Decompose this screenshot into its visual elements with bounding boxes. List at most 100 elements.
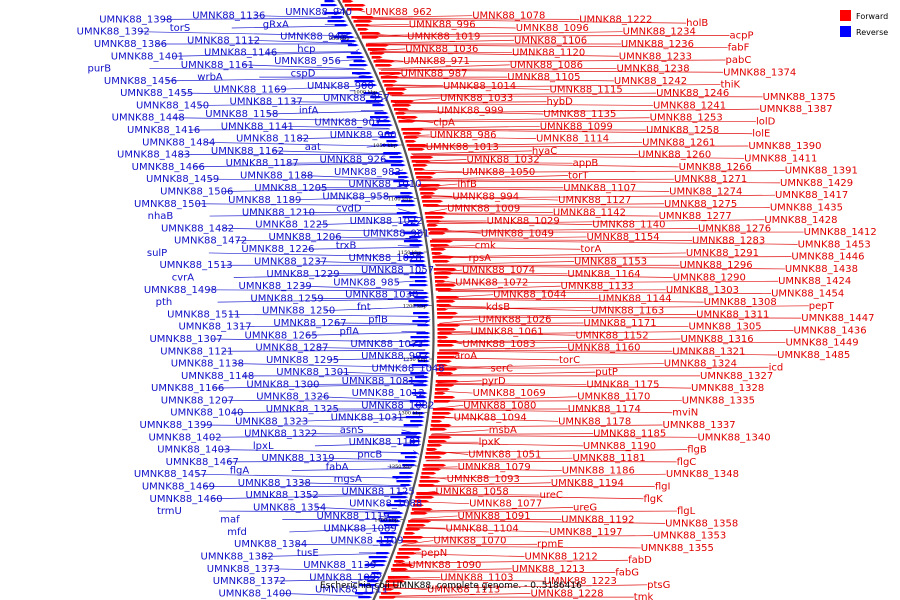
connector-line bbox=[356, 48, 360, 52]
connector-line bbox=[355, 18, 580, 20]
reverse-feature bbox=[350, 52, 363, 55]
gene-label: fnt bbox=[357, 302, 371, 313]
gene-label: UMNK88_1501 bbox=[134, 199, 207, 210]
reverse-feature bbox=[376, 120, 392, 123]
reverse-feature bbox=[368, 556, 389, 559]
gene-label: UMNK88_1239 bbox=[239, 281, 312, 292]
connector-line bbox=[231, 25, 346, 29]
forward-feature bbox=[396, 116, 418, 119]
gene-label: UMNK88_1083 bbox=[462, 339, 535, 350]
gene-label: UMNK88_1260 bbox=[638, 150, 711, 161]
tick-label: 1000 kbp bbox=[353, 90, 377, 96]
gene-label: UMNK88_1391 bbox=[785, 166, 858, 177]
reverse-feature bbox=[409, 236, 423, 239]
gene-label: thiK bbox=[720, 80, 740, 91]
connector-line bbox=[381, 69, 724, 73]
connector-line bbox=[335, 322, 426, 325]
gene-label: pabC bbox=[726, 55, 752, 66]
forward-feature bbox=[387, 576, 411, 579]
connector-line bbox=[432, 424, 663, 428]
connector-line bbox=[403, 540, 434, 545]
gene-label: pflB bbox=[368, 314, 388, 325]
reverse-feature bbox=[384, 132, 396, 135]
forward-feature bbox=[428, 436, 452, 439]
reverse-feature bbox=[414, 280, 428, 283]
reverse-feature bbox=[419, 352, 431, 355]
forward-feature bbox=[384, 84, 396, 87]
legend-reverse-label: Reverse bbox=[856, 28, 888, 37]
gene-label: UMNK88_1079 bbox=[458, 462, 531, 473]
gene-label: UMNK88_956 bbox=[274, 56, 341, 67]
connector-line bbox=[161, 18, 342, 20]
forward-feature bbox=[435, 288, 453, 291]
connector-line bbox=[435, 400, 682, 402]
gene-label: UMNK88_1197 bbox=[549, 527, 622, 538]
connector-line bbox=[421, 269, 424, 273]
connector-line bbox=[222, 349, 426, 352]
gene-label: UMNK88_1456 bbox=[104, 76, 177, 87]
gene-label: UMNK88_1436 bbox=[793, 325, 866, 336]
connector-line bbox=[357, 18, 687, 24]
forward-feature bbox=[398, 120, 416, 123]
gene-label: UMNK88_1411 bbox=[744, 153, 817, 164]
connector-line bbox=[432, 239, 693, 241]
gene-label: UMNK88_1181 bbox=[572, 453, 645, 464]
reverse-feature bbox=[405, 436, 422, 439]
connector-line bbox=[433, 252, 686, 258]
reverse-feature bbox=[399, 184, 412, 187]
forward-feature bbox=[425, 452, 447, 455]
connector-line bbox=[173, 117, 386, 122]
reverse-feature bbox=[416, 332, 431, 335]
gene-label: UMNK88_1175 bbox=[586, 379, 659, 390]
reverse-feature bbox=[417, 360, 430, 363]
connector-line bbox=[392, 568, 512, 572]
gene-label: putP bbox=[595, 367, 618, 378]
gene-label: UMNK88_1030 bbox=[345, 290, 418, 301]
gene-label: UMNK88_1328 bbox=[691, 383, 764, 394]
gene-label: UMNK88_1290 bbox=[673, 273, 746, 284]
gene-label: UMNK88_1276 bbox=[698, 223, 771, 234]
connector-line bbox=[439, 338, 681, 343]
connector-line bbox=[439, 347, 568, 350]
forward-feature bbox=[382, 80, 398, 83]
connector-line bbox=[197, 103, 381, 106]
gene-label: UMNK88_1428 bbox=[764, 215, 837, 226]
connector-line bbox=[438, 357, 559, 361]
connector-line bbox=[195, 473, 409, 479]
forward-feature bbox=[369, 52, 385, 55]
gene-label: purB bbox=[87, 64, 111, 75]
reverse-feature bbox=[413, 356, 431, 359]
connector-line bbox=[439, 316, 802, 319]
reverse-feature bbox=[324, 0, 336, 3]
connector-line bbox=[431, 433, 594, 435]
gene-label: UMNK88_1228 bbox=[530, 588, 603, 599]
reverse-feature bbox=[376, 552, 391, 555]
gene-label: UMNK88_1308 bbox=[704, 297, 777, 308]
reverse-feature bbox=[411, 392, 428, 395]
gene-label: fabA bbox=[326, 462, 349, 473]
reverse-feature bbox=[408, 380, 429, 383]
connector-line bbox=[338, 371, 425, 376]
gene-label: UMNK88_1162 bbox=[211, 146, 284, 157]
forward-gene-labels: UMNK88_962UMNK88_996UMNK88_1019UMNK88_10… bbox=[365, 7, 877, 600]
gene-label: UMNK88_987 bbox=[401, 68, 468, 79]
reverse-feature bbox=[408, 292, 429, 295]
connector-line bbox=[222, 400, 422, 402]
forward-feature bbox=[379, 72, 403, 75]
reverse-feature bbox=[398, 460, 418, 463]
reverse-feature bbox=[390, 164, 406, 167]
gene-label: UMNK88_1472 bbox=[174, 236, 247, 247]
reverse-feature bbox=[411, 364, 430, 367]
gene-label: UMNK88_1033 bbox=[440, 93, 513, 104]
connector-line bbox=[428, 449, 688, 453]
gene-label: hybD bbox=[547, 97, 574, 108]
gene-label: UMNK88_1316 bbox=[680, 334, 753, 345]
gene-label: UMNK88_1375 bbox=[763, 92, 836, 103]
connector-line bbox=[416, 228, 425, 234]
connector-line bbox=[308, 383, 424, 385]
forward-feature bbox=[437, 340, 459, 343]
connector-line bbox=[405, 535, 654, 539]
gene-label: UMNK88_1093 bbox=[447, 474, 520, 485]
reverse-feature bbox=[346, 56, 365, 59]
gene-label: trxB bbox=[336, 241, 357, 252]
